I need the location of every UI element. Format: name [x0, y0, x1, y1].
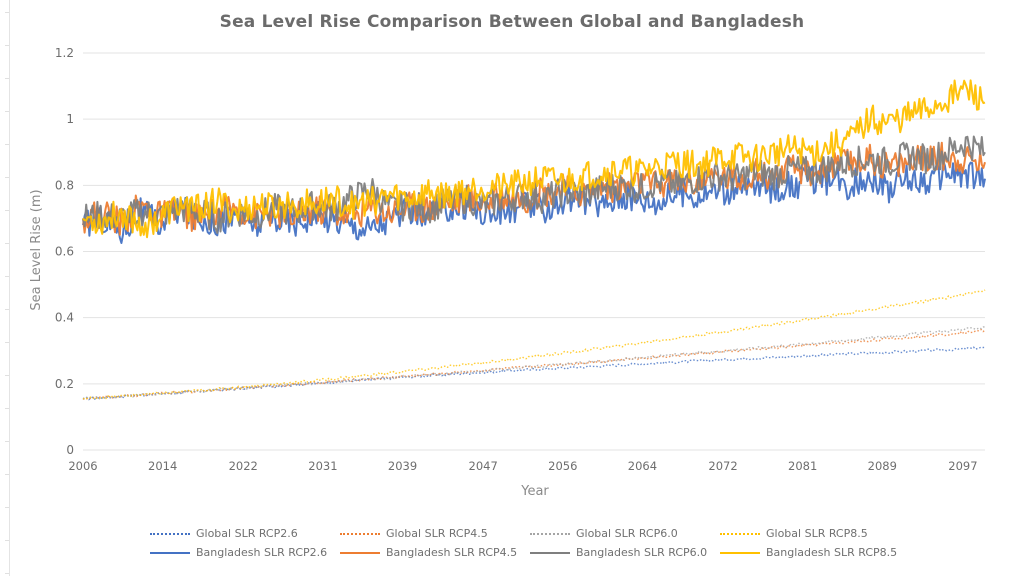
series-line-global-slr-rcp8-5: [82, 289, 986, 400]
legend-item-global-rcp85: Global SLR RCP8.5: [720, 527, 910, 540]
legend-swatch: [720, 551, 760, 554]
legend-label: Global SLR RCP8.5: [766, 527, 868, 540]
ruler-tick: [5, 111, 9, 112]
x-tick-label: 2056: [548, 459, 577, 473]
left-ruler: [9, 0, 10, 576]
chart-title: Sea Level Rise Comparison Between Global…: [219, 12, 805, 32]
x-tick-label: 2064: [628, 459, 657, 473]
y-axis-ticks: 0 0.2 0.4 0.6 0.8 1 1.2: [55, 46, 74, 457]
x-tick-label: 2072: [708, 459, 737, 473]
x-tick-label: 2097: [948, 459, 977, 473]
series-line-global-slr-rcp2-6: [82, 346, 986, 401]
legend-swatch: [720, 532, 760, 535]
x-tick-label: 2014: [148, 459, 177, 473]
ruler-tick: [5, 441, 9, 442]
legend-item-global-rcp45: Global SLR RCP4.5: [340, 527, 530, 540]
ruler-tick: [5, 309, 9, 310]
series-line-global-slr-rcp4-5: [82, 328, 986, 401]
legend-swatch: [530, 551, 570, 554]
ruler-tick: [5, 507, 9, 508]
ruler-tick: [5, 375, 9, 376]
legend-swatch: [150, 551, 190, 554]
ruler-tick: [5, 276, 9, 277]
series-line-global-slr-rcp6-0: [82, 326, 986, 400]
legend-label: Bangladesh SLR RCP6.0: [576, 546, 708, 559]
legend: Global SLR RCP2.6 Global SLR RCP4.5 Glob…: [150, 524, 910, 562]
legend-label: Global SLR RCP2.6: [196, 527, 298, 540]
ruler-tick: [5, 243, 9, 244]
x-axis-label: Year: [520, 484, 549, 499]
x-tick-label: 2081: [788, 459, 817, 473]
ruler-tick: [5, 342, 9, 343]
gridlines: [83, 52, 985, 451]
legend-swatch: [150, 532, 190, 535]
legend-label: Global SLR RCP6.0: [576, 527, 678, 540]
y-tick-label: 1.2: [55, 46, 74, 60]
legend-item-bangladesh-rcp26: Bangladesh SLR RCP2.6: [150, 546, 340, 559]
legend-row-global: Global SLR RCP2.6 Global SLR RCP4.5 Glob…: [150, 524, 910, 543]
series-lines: [82, 79, 986, 401]
x-tick-label: 2031: [308, 459, 337, 473]
x-tick-label: 2047: [469, 459, 498, 473]
legend-item-bangladesh-rcp60: Bangladesh SLR RCP6.0: [530, 546, 720, 559]
y-tick-label: 0.2: [55, 377, 74, 391]
legend-swatch: [340, 532, 380, 535]
legend-swatch: [530, 532, 570, 535]
ruler-tick: [5, 408, 9, 409]
legend-item-bangladesh-rcp45: Bangladesh SLR RCP4.5: [340, 546, 530, 559]
ruler-tick: [5, 540, 9, 541]
y-tick-label: 0.8: [55, 178, 74, 192]
x-tick-label: 2022: [229, 459, 258, 473]
ruler-tick: [5, 45, 9, 46]
ruler-tick: [5, 177, 9, 178]
legend-label: Global SLR RCP4.5: [386, 527, 488, 540]
legend-item-bangladesh-rcp85: Bangladesh SLR RCP8.5: [720, 546, 910, 559]
legend-label: Bangladesh SLR RCP8.5: [766, 546, 898, 559]
ruler-tick: [5, 474, 9, 475]
ruler-tick: [5, 12, 9, 13]
ruler-tick: [5, 573, 9, 574]
x-tick-label: 2006: [68, 459, 97, 473]
legend-swatch: [340, 551, 380, 554]
ruler-tick: [5, 210, 9, 211]
x-tick-label: 2039: [388, 459, 417, 473]
y-tick-label: 0: [66, 443, 74, 457]
legend-item-global-rcp26: Global SLR RCP2.6: [150, 527, 340, 540]
legend-item-global-rcp60: Global SLR RCP6.0: [530, 527, 720, 540]
y-tick-label: 0.6: [55, 245, 74, 259]
legend-row-bangladesh: Bangladesh SLR RCP2.6 Bangladesh SLR RCP…: [150, 543, 910, 562]
ruler-tick: [5, 78, 9, 79]
series-line-bangladesh-slr-rcp8-5: [82, 79, 986, 239]
legend-label: Bangladesh SLR RCP4.5: [386, 546, 518, 559]
y-axis-label: Sea Level Rise (m): [29, 189, 44, 310]
line-chart: 00.20.40.60.811.2 2006 2014 2022 2031 2039 20…: [29, 46, 986, 499]
x-tick-label: 2089: [868, 459, 897, 473]
y-tick-label: 1: [66, 112, 74, 126]
y-tick-label: 0.4: [55, 311, 74, 325]
x-axis-ticks: 2006 2014 2022 2031 2039 2047 2056 2064 2072 2081…: [68, 459, 977, 473]
ruler-tick: [5, 144, 9, 145]
legend-label: Bangladesh SLR RCP2.6: [196, 546, 328, 559]
